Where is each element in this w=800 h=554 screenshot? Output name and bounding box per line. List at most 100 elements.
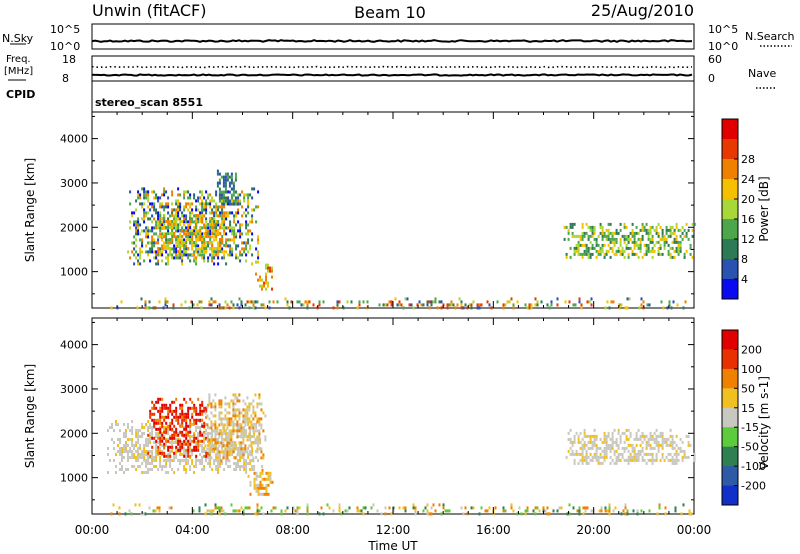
heatmap-cell [232, 441, 235, 445]
heatmap-cell [643, 228, 646, 232]
heatmap-cell [187, 235, 190, 238]
heatmap-cell [442, 303, 445, 307]
heatmap-cell [446, 303, 449, 307]
heatmap-cell [155, 253, 158, 257]
heatmap-cell [183, 205, 186, 209]
heatmap-cell [165, 247, 168, 250]
heatmap-cell [217, 462, 220, 465]
heatmap-cell [651, 452, 654, 456]
heatmap-cell [229, 220, 232, 224]
heatmap-cell [259, 492, 262, 496]
heatmap-cell [163, 429, 166, 432]
heatmap-cell [681, 458, 684, 462]
heatmap-cell [220, 399, 223, 403]
heatmap-cell [151, 450, 154, 453]
heatmap-cell [226, 178, 229, 182]
heatmap-cell [189, 226, 192, 230]
heatmap-cell [249, 483, 252, 487]
heatmap-cell [641, 434, 644, 438]
heatmap-cell [601, 249, 604, 253]
heatmap-cell [208, 509, 211, 513]
heatmap-cell [655, 437, 658, 441]
heatmap-cell [675, 461, 678, 465]
heatmap-cell [121, 456, 123, 459]
heatmap-cell [601, 228, 604, 232]
heatmap-cell [148, 506, 151, 510]
heatmap-cell [193, 403, 196, 407]
heatmap-cell [619, 440, 622, 444]
heatmap-cell [153, 424, 156, 428]
heatmap-cell [175, 256, 178, 260]
heatmap-cell [165, 241, 168, 244]
heatmap-cell [638, 306, 641, 310]
heatmap-cell [177, 193, 180, 197]
heatmap-cell [623, 237, 626, 241]
heatmap-cell [655, 452, 658, 456]
heatmap-cell [163, 435, 166, 438]
heatmap-cell [632, 509, 635, 513]
heatmap-cell [222, 181, 225, 185]
heatmap-cell [187, 424, 190, 428]
heatmap-cell [149, 432, 152, 435]
heatmap-cell [240, 444, 243, 448]
heatmap-cell [224, 396, 227, 400]
heatmap-cell [640, 297, 643, 301]
freq-tick-top: 18 [62, 53, 76, 66]
colorbar-tick-label: 12 [741, 233, 755, 246]
heatmap-cell [239, 235, 242, 239]
heatmap-cell [601, 237, 604, 241]
heatmap-cell [153, 421, 156, 425]
heatmap-cell [216, 453, 219, 457]
heatmap-cell [600, 506, 603, 510]
heatmap-cell [201, 202, 204, 206]
colorbar-tick-label: 50 [741, 382, 755, 395]
heatmap-cell [221, 238, 224, 241]
heatmap-cell [199, 453, 202, 456]
heatmap-cell [218, 432, 221, 436]
heatmap-cell [267, 266, 269, 270]
heatmap-cell [681, 455, 684, 459]
heatmap-cell [181, 253, 184, 256]
heatmap-cell [159, 214, 162, 217]
heatmap-cell [179, 403, 182, 407]
heatmap-cell [235, 232, 238, 236]
heatmap-cell [159, 442, 162, 446]
heatmap-cell [159, 451, 162, 455]
heatmap-cell [171, 232, 174, 235]
heatmap-cell [617, 431, 620, 435]
heatmap-cell [252, 408, 255, 412]
heatmap-cell [544, 509, 547, 513]
heatmap-cell [183, 454, 186, 458]
heatmap-cell [205, 235, 208, 238]
heatmap-cell [151, 435, 154, 438]
heatmap-cell [135, 220, 138, 224]
heatmap-cell [677, 246, 680, 250]
heatmap-cell [140, 297, 143, 301]
heatmap-cell [589, 437, 592, 441]
heatmap-cell [243, 465, 246, 468]
heatmap-cell [223, 232, 226, 236]
heatmap-cell [617, 452, 620, 456]
heatmap-cell [197, 412, 200, 416]
heatmap-cell [135, 232, 138, 236]
heatmap-cell [231, 211, 234, 215]
heatmap-cell [206, 414, 209, 418]
heatmap-cell [127, 453, 129, 456]
heatmap-cell [400, 303, 403, 307]
colorbar-tick-label: 20 [741, 193, 755, 206]
heatmap-cell [107, 471, 109, 474]
heatmap-cell [593, 443, 596, 447]
heatmap-cell [230, 181, 233, 185]
heatmap-cell [641, 455, 644, 459]
heatmap-cell [224, 184, 227, 188]
heatmap-cell [109, 426, 111, 429]
heatmap-cell [619, 240, 622, 244]
heatmap-cell [208, 456, 211, 460]
heatmap-cell [256, 509, 259, 513]
heatmap-cell [151, 406, 154, 410]
heatmap-cell [185, 456, 188, 459]
heatmap-cell [149, 412, 152, 416]
power-heatmap-cells [110, 169, 696, 310]
heatmap-cell [647, 437, 650, 441]
heatmap-cell [528, 303, 531, 307]
